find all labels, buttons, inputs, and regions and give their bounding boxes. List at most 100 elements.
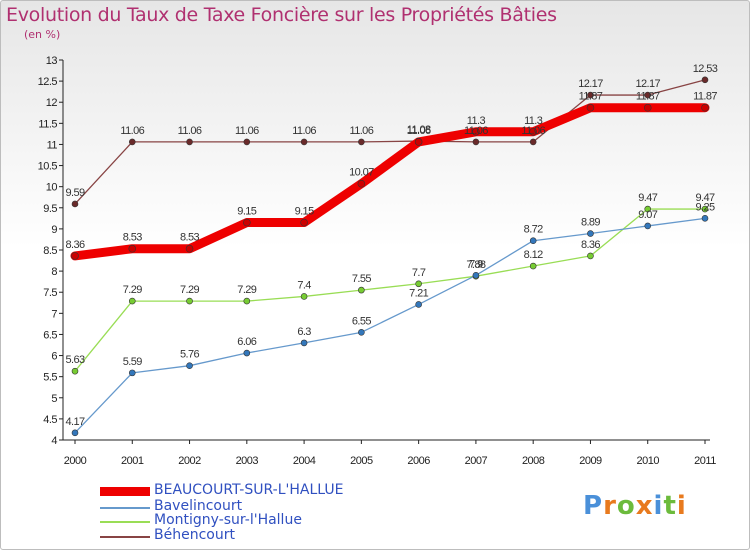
- data-label: 9.25: [695, 201, 714, 213]
- data-label: 5.59: [123, 356, 142, 368]
- data-point: [128, 297, 136, 305]
- data-point: [128, 369, 136, 377]
- data-point: [701, 215, 709, 222]
- data-point: [71, 200, 79, 208]
- data-label: 12.17: [578, 78, 603, 90]
- data-label: 11.06: [292, 125, 316, 137]
- data-label: 7.55: [352, 273, 371, 285]
- y-tick-label: 12.5: [38, 76, 58, 88]
- data-point: [128, 244, 137, 253]
- data-label: 9.15: [295, 206, 314, 218]
- data-point: [128, 138, 136, 146]
- data-label: 11.06: [178, 125, 202, 137]
- data-point: [186, 138, 193, 146]
- x-tick-label: 2008: [522, 455, 545, 467]
- data-point: [472, 138, 480, 146]
- data-point: [186, 297, 193, 305]
- legend-label: Bavelincourt: [154, 498, 243, 514]
- logo-letter: x: [635, 491, 654, 521]
- data-point: [414, 138, 423, 146]
- data-point: [358, 286, 365, 294]
- data-label: 8.36: [65, 239, 84, 251]
- data-point: [701, 76, 709, 84]
- data-label: 11.06: [350, 125, 374, 137]
- data-point: [587, 252, 594, 260]
- data-label: 7.7: [412, 267, 426, 279]
- data-label: 11.87: [579, 91, 603, 103]
- legend-label: Montigny-sur-l'Hallue: [154, 512, 302, 528]
- data-label: 11.3: [467, 115, 486, 127]
- legend-swatch: [100, 487, 150, 496]
- series-line-0: [70, 103, 710, 261]
- data-point: [186, 362, 193, 369]
- data-label: 6.06: [237, 336, 256, 348]
- chart-title: Evolution du Taux de Taxe Foncière sur l…: [6, 4, 557, 26]
- data-label: 8.89: [581, 217, 600, 229]
- data-label: 12.17: [635, 78, 660, 90]
- data-label: 11.06: [464, 125, 488, 137]
- data-label: 9.47: [638, 192, 657, 204]
- data-label: 11.87: [636, 91, 660, 103]
- x-tick-label: 2003: [236, 455, 259, 467]
- y-tick-label: 7: [51, 308, 57, 320]
- y-tick-label: 7.5: [43, 287, 57, 299]
- data-label: 6.3: [297, 326, 311, 338]
- series-line-2: [74, 208, 706, 372]
- legend-label: BEAUCOURT-SUR-L'HALLUE: [154, 482, 344, 498]
- data-point: [586, 103, 595, 112]
- legend-swatch: [100, 507, 150, 509]
- logo-letter: t: [663, 491, 677, 521]
- legend-swatch: [100, 521, 150, 523]
- legend-swatch: [100, 536, 150, 538]
- y-tick-label: 13: [46, 55, 58, 67]
- y-tick-label: 9: [51, 224, 57, 236]
- data-point: [472, 272, 480, 279]
- data-points: [71, 76, 709, 437]
- logo-letter: r: [603, 491, 617, 521]
- x-tick-label: 2005: [350, 455, 373, 467]
- data-point: [587, 230, 594, 237]
- data-label: 6.55: [352, 315, 371, 327]
- data-point: [643, 103, 652, 112]
- data-label: 11.06: [120, 125, 144, 137]
- series-lines: [70, 79, 710, 434]
- x-tick-label: 2002: [178, 455, 201, 467]
- data-label: 9.15: [237, 206, 256, 218]
- data-point: [587, 91, 594, 99]
- data-label: 7.29: [123, 284, 142, 296]
- y-tick-label: 6: [51, 351, 57, 363]
- data-label: 5.76: [180, 349, 199, 361]
- x-tick-label: 2001: [121, 455, 144, 467]
- data-point: [243, 138, 251, 146]
- y-tick-label: 5: [51, 393, 57, 405]
- series-line-1: [74, 217, 706, 434]
- data-point: [472, 127, 480, 136]
- data-point: [185, 244, 194, 253]
- data-point: [243, 218, 251, 227]
- y-tick-label: 11: [47, 139, 58, 151]
- x-tick-label: 2004: [293, 455, 316, 467]
- data-label: 9.47: [695, 192, 714, 204]
- data-label: 11.87: [693, 91, 717, 103]
- data-point: [701, 103, 709, 112]
- axes: 4 4.5 5 5.5 6 6.5 7 7.5 8 8.5 9 9.5 10 10.5 11 11.5 12 12…: [38, 55, 717, 467]
- x-tick-label: 2006: [407, 455, 430, 467]
- y-tick-label: 8: [51, 266, 57, 278]
- data-point: [243, 297, 251, 305]
- data-point: [300, 138, 308, 146]
- data-label: 11.08: [407, 124, 431, 136]
- y-tick-label: 10: [46, 182, 58, 194]
- data-label: 8.53: [123, 232, 142, 244]
- data-label: 9.59: [65, 187, 84, 199]
- data-label: 5.63: [65, 354, 84, 366]
- data-label: 11.3: [524, 115, 543, 127]
- y-tick-label: 6.5: [43, 329, 57, 341]
- data-label: 8.53: [180, 232, 199, 244]
- data-point: [300, 339, 308, 347]
- data-point: [358, 329, 365, 336]
- data-point: [529, 237, 537, 245]
- logo-letter: i: [653, 491, 664, 521]
- data-point: [71, 429, 79, 437]
- data-label: 11.06: [407, 125, 431, 137]
